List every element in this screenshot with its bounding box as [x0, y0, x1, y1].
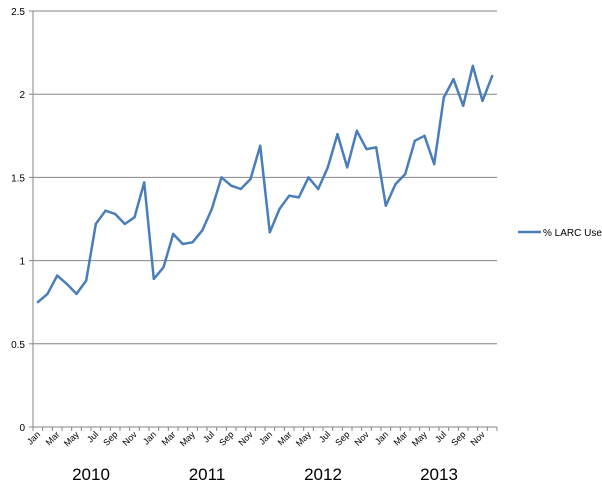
y-tick-labels: 0 0.5 1 1.5 2 2.5 — [11, 7, 33, 434]
data-point — [191, 241, 194, 244]
data-point — [336, 132, 339, 136]
y-tick-label: 1.5 — [11, 173, 25, 184]
x-tick-label: Jul — [433, 429, 448, 444]
data-point — [84, 279, 88, 282]
data-point — [220, 176, 223, 179]
data-point — [316, 187, 320, 191]
x-tick-label: May — [178, 429, 197, 448]
year-label: 2012 — [304, 465, 342, 484]
x-tick-label: Nov — [469, 429, 488, 448]
data-point — [171, 232, 175, 236]
x-tick-label: Mar — [392, 429, 410, 447]
data-point — [268, 231, 272, 234]
x-tick-label: Nov — [237, 429, 256, 448]
data-point — [152, 277, 156, 281]
data-point — [200, 229, 204, 232]
data-point — [452, 78, 455, 81]
x-tick-label: Mar — [160, 429, 178, 447]
y-tick-label: 2 — [19, 90, 25, 101]
x-tick-label: Sep — [449, 429, 467, 447]
series-line — [36, 64, 494, 304]
x-tick-label: Nov — [121, 429, 140, 448]
data-point — [384, 204, 388, 207]
data-point — [355, 129, 359, 133]
data-point — [403, 172, 407, 176]
x-tick-label: May — [410, 429, 429, 448]
x-tick-label: Sep — [101, 429, 119, 447]
y-tick-label: 0 — [19, 423, 25, 434]
x-tick-label: Jan — [25, 429, 42, 446]
x-tick-label: Jan — [373, 429, 390, 446]
data-point — [162, 266, 165, 269]
data-point — [94, 222, 98, 226]
x-tick-label: Sep — [333, 429, 351, 447]
grid-lines — [33, 10, 497, 345]
x-tick-label: May — [294, 429, 313, 448]
data-point — [278, 207, 281, 211]
data-point — [46, 292, 49, 296]
data-point — [113, 212, 117, 216]
y-tick-label: 1 — [19, 257, 25, 268]
data-point — [258, 144, 262, 147]
x-tick-label: Jul — [201, 429, 216, 444]
data-point — [65, 282, 69, 286]
y-tick-label: 0.5 — [11, 340, 25, 351]
data-point — [490, 74, 494, 78]
data-point — [36, 301, 40, 304]
y-tick-label: 2.5 — [11, 7, 25, 18]
x-tick-label: Mar — [44, 429, 62, 447]
x-tick-label: Jan — [141, 429, 158, 446]
data-point — [55, 274, 59, 277]
data-point — [471, 64, 475, 68]
data-point — [123, 222, 127, 226]
data-point — [181, 242, 185, 246]
plot-area — [36, 64, 494, 304]
data-point — [442, 96, 446, 99]
data-point — [394, 182, 397, 186]
year-label: 2011 — [189, 465, 226, 484]
data-point — [142, 181, 146, 184]
axes — [32, 11, 497, 428]
x-tick-label: May — [62, 429, 81, 448]
data-point — [210, 207, 214, 211]
data-point — [239, 187, 243, 191]
x-tick-label: Jul — [317, 429, 332, 444]
x-tick-label: Nov — [353, 429, 372, 448]
x-tick-labels: Jan Mar May Jul Sep Nov Jan Mar May Jul Sep Nov Jan M… — [25, 427, 498, 448]
x-tick-label: Jan — [257, 429, 274, 446]
year-label: 2013 — [420, 465, 458, 484]
data-point — [345, 166, 349, 169]
data-point — [229, 184, 233, 187]
x-tick-label: Mar — [276, 429, 294, 447]
data-point — [249, 177, 252, 181]
legend: % LARC Use — [518, 228, 602, 239]
year-label: 2010 — [72, 465, 110, 484]
data-point — [365, 147, 368, 151]
data-point — [287, 194, 291, 197]
data-point — [481, 99, 484, 103]
data-point — [413, 139, 417, 142]
x-tick-label: Sep — [217, 429, 235, 447]
x-tick-label: Jul — [85, 429, 100, 444]
data-point — [104, 209, 107, 212]
data-point — [326, 166, 330, 169]
data-point — [75, 292, 78, 296]
data-point — [297, 196, 301, 199]
year-labels: 2010 2011 2012 2013 — [72, 465, 458, 484]
data-point — [423, 134, 426, 137]
data-point — [307, 176, 310, 179]
data-point — [374, 146, 378, 149]
legend-label: % LARC Use — [543, 228, 602, 239]
data-point — [133, 216, 136, 219]
data-point — [432, 162, 436, 166]
data-point — [461, 104, 465, 108]
